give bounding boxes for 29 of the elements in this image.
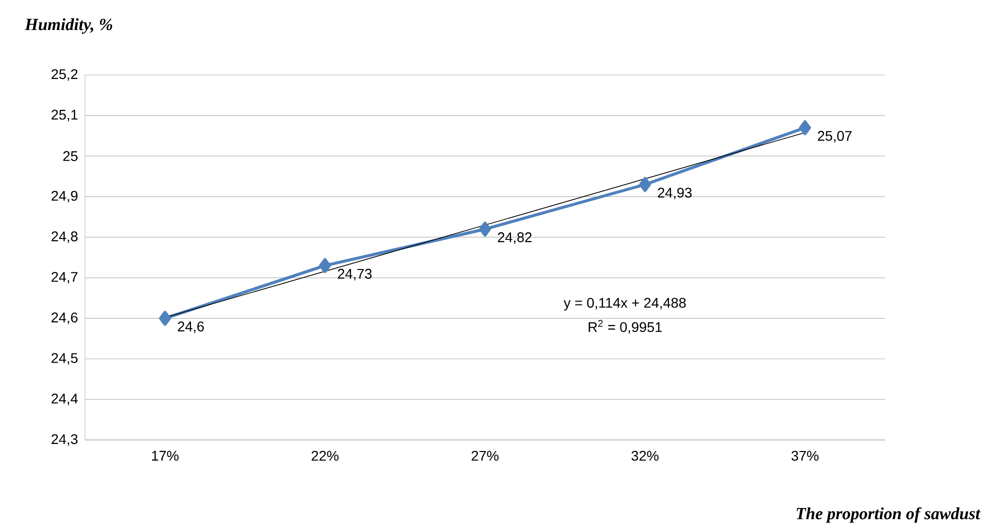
annotation: y = 0,114x + 24,488 bbox=[564, 298, 686, 311]
y-tick-label: 25,2 bbox=[52, 69, 78, 81]
y-tick-label: 24,5 bbox=[52, 353, 78, 365]
point bbox=[479, 222, 492, 237]
x-tick-label: 32% bbox=[632, 450, 659, 461]
y-axis-title: Humidity, % bbox=[24, 18, 112, 34]
y-tick-label: 24,3 bbox=[52, 434, 78, 446]
point bbox=[639, 176, 651, 192]
x-tick-label: 37% bbox=[792, 450, 819, 461]
y-tick-label: 24,6 bbox=[52, 312, 78, 324]
x-tick-label: 17% bbox=[152, 450, 179, 461]
data-label: 25,07 bbox=[818, 130, 852, 142]
point bbox=[319, 258, 332, 274]
data-label: 24,82 bbox=[498, 232, 532, 244]
y-tick-label: 25 bbox=[63, 151, 78, 162]
y-tick-label: 24,9 bbox=[52, 190, 78, 202]
data-label: 24,93 bbox=[658, 188, 692, 200]
y-tick-label: 24,8 bbox=[52, 231, 78, 243]
x-tick-label: 27% bbox=[472, 450, 499, 461]
point bbox=[799, 120, 811, 136]
y-tick-label: 25,1 bbox=[52, 110, 78, 122]
x-tick-label: 22% bbox=[312, 450, 339, 461]
y-tick-label: 24,4 bbox=[52, 394, 78, 406]
data-label: 24,73 bbox=[338, 268, 372, 280]
annotation: R$^{2}$ = 0,9951 bbox=[588, 320, 662, 334]
point bbox=[159, 310, 172, 326]
data-label: 24,6 bbox=[178, 322, 204, 334]
y-tick-label: 24,7 bbox=[52, 272, 78, 284]
x-axis-title: The proportion of sawdust bbox=[796, 507, 981, 523]
